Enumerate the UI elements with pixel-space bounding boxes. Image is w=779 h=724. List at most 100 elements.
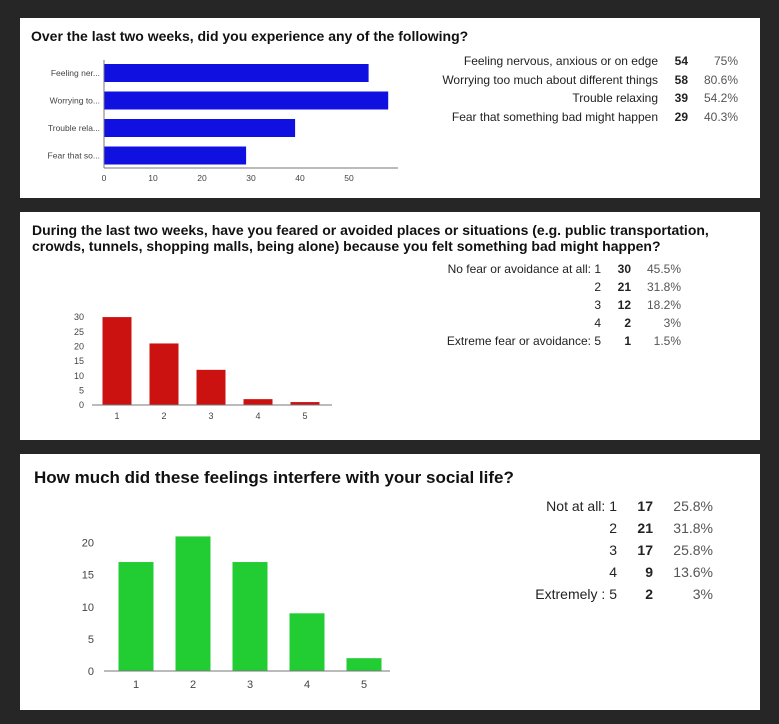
y-tick-label: 30: [74, 312, 84, 322]
bar: [196, 369, 226, 405]
bar: [346, 658, 382, 671]
x-tick-label: 2: [161, 411, 166, 421]
response-count: 58: [674, 72, 688, 87]
response-count: 21: [637, 520, 653, 536]
bar: [104, 64, 369, 82]
category-label: Worrying to...: [50, 96, 100, 106]
response-percent: 3%: [663, 316, 681, 330]
response-label: 2: [594, 280, 601, 294]
response-label: Worrying too much about different things: [442, 72, 658, 87]
response-count: 29: [674, 109, 688, 124]
x-tick-label: 3: [208, 411, 213, 421]
response-count: 9: [645, 564, 653, 580]
bar: [232, 562, 268, 671]
bar: [102, 317, 132, 405]
response-summary-table: Not at all: 1 17 25.8% 2 21 31.8% 3 17 25.8% 4 9 13…: [520, 454, 750, 602]
response-count: 39: [674, 91, 688, 105]
response-count: 54: [674, 54, 688, 68]
response-count: 21: [617, 280, 631, 294]
response-count: 30: [617, 262, 631, 276]
response-percent: 31.8%: [646, 280, 681, 294]
x-tick-label: 3: [247, 679, 253, 691]
response-percent: 80.6%: [703, 72, 738, 87]
y-tick-label: 15: [74, 356, 84, 366]
x-tick-label: 0: [102, 173, 107, 183]
question-panel-3: How much did these feelings interfere wi…: [20, 454, 760, 710]
y-tick-label: 15: [82, 570, 94, 582]
response-percent: 54.2%: [703, 91, 738, 105]
response-label: 4: [609, 564, 617, 580]
response-count: 1: [624, 334, 631, 348]
question-title: During the last two weeks, have you fear…: [32, 222, 709, 254]
x-tick-label: 5: [302, 411, 307, 421]
response-label: 4: [594, 316, 601, 330]
bar: [289, 613, 325, 671]
bar: [118, 562, 154, 671]
x-tick-label: 10: [148, 173, 158, 183]
question-title: How much did these feelings interfere wi…: [34, 468, 514, 487]
response-summary-table: Feeling nervous, anxious or on edge 54 75%…: [440, 18, 740, 124]
response-label: Extreme fear or avoidance: 5: [446, 334, 601, 348]
response-count: 2: [645, 586, 653, 602]
response-percent: 25.8%: [673, 498, 713, 514]
response-percent: 31.8%: [673, 520, 713, 536]
category-label: Trouble rela...: [48, 123, 100, 133]
response-percent: 3%: [692, 586, 713, 602]
x-tick-label: 50: [344, 173, 354, 183]
response-percent: 40.3%: [703, 109, 738, 124]
response-percent: 75%: [713, 54, 738, 68]
category-label: Feeling ner...: [51, 68, 100, 78]
vertical-bar-chart: 1 2 3 4 5 0 5 10 15 20 25 30: [74, 312, 332, 421]
response-label: 3: [609, 542, 617, 558]
bar: [290, 402, 320, 405]
bar: [149, 343, 179, 405]
response-count: 17: [637, 498, 653, 514]
response-label: Feeling nervous, anxious or on edge: [463, 54, 658, 68]
response-percent: 45.5%: [646, 262, 681, 276]
x-tick-label: 40: [295, 173, 305, 183]
response-percent: 13.6%: [673, 564, 713, 580]
y-tick-label: 5: [88, 634, 94, 646]
question-panel-2: During the last two weeks, have you fear…: [20, 212, 760, 440]
x-tick-label: 4: [304, 679, 310, 691]
y-tick-label: 0: [79, 400, 84, 410]
x-tick-label: 1: [114, 411, 119, 421]
response-count: 2: [624, 316, 631, 330]
response-label: 3: [594, 298, 601, 312]
question-title: Over the last two weeks, did you experie…: [31, 28, 469, 44]
response-percent: 25.8%: [673, 542, 713, 558]
response-label: Fear that something bad might happen: [451, 109, 658, 124]
category-label: Fear that so...: [48, 151, 100, 161]
bar: [104, 146, 247, 165]
question-panel-1: Over the last two weeks, did you experie…: [20, 18, 760, 198]
x-tick-label: 4: [255, 411, 260, 421]
bar: [243, 399, 273, 405]
y-tick-label: 25: [74, 327, 84, 337]
y-tick-label: 10: [74, 371, 84, 381]
response-label: Trouble relaxing: [572, 91, 658, 105]
y-tick-label: 20: [82, 538, 94, 550]
response-percent: 1.5%: [653, 334, 681, 348]
y-tick-label: 5: [79, 385, 84, 395]
response-label: Extremely : 5: [535, 586, 617, 602]
vertical-bar-chart: 1 2 3 4 5 0 5 10 15 20: [82, 536, 390, 691]
response-count: 12: [617, 298, 631, 312]
x-tick-label: 20: [197, 173, 207, 183]
x-tick-label: 30: [246, 173, 256, 183]
response-label: Not at all: 1: [546, 498, 617, 514]
response-percent: 18.2%: [646, 298, 681, 312]
response-count: 17: [637, 542, 653, 558]
bar: [104, 119, 296, 137]
response-label: 2: [609, 520, 617, 536]
x-tick-label: 5: [361, 679, 367, 691]
x-tick-label: 1: [133, 679, 139, 691]
y-tick-label: 0: [88, 666, 94, 678]
y-tick-label: 10: [82, 602, 94, 614]
response-label: No fear or avoidance at all: 1: [447, 262, 601, 276]
horizontal-bar-chart: Feeling ner... Worrying to... Trouble rela…: [48, 60, 398, 183]
bar: [175, 536, 211, 671]
bar: [104, 91, 389, 110]
y-tick-label: 20: [74, 342, 84, 352]
response-summary-table: No fear or avoidance at all: 1 30 45.5% 2 21…: [440, 212, 740, 348]
x-tick-label: 2: [190, 679, 196, 691]
